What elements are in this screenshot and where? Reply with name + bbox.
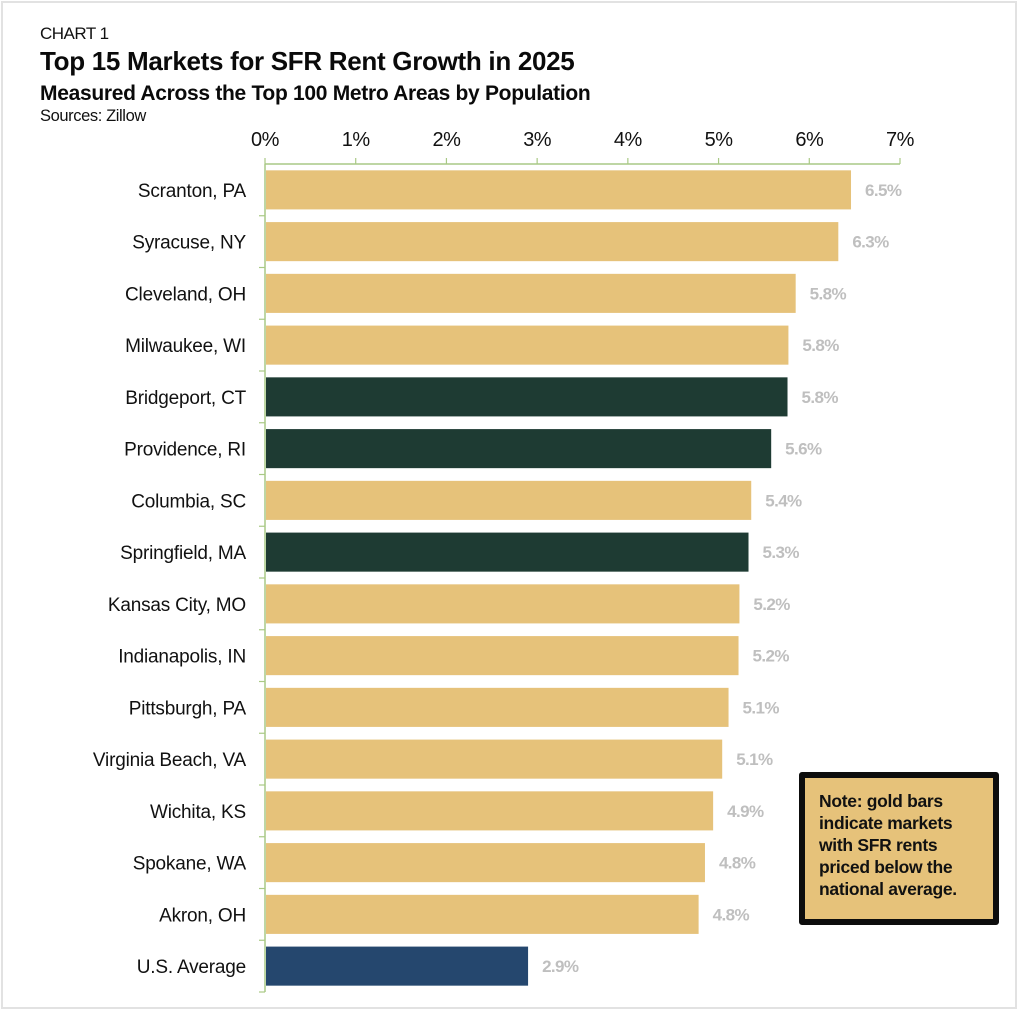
data-label: 4.9% <box>727 802 764 821</box>
category-label: Virginia Beach, VA <box>93 750 247 771</box>
x-tick-label: 3% <box>523 129 552 151</box>
bar <box>266 791 714 831</box>
category-label: Scranton, PA <box>138 181 247 202</box>
note-text: Note: gold bars indicate markets with SF… <box>819 791 957 899</box>
category-label: Wichita, KS <box>150 802 246 823</box>
bar <box>266 325 789 365</box>
bar <box>266 946 529 986</box>
x-tick-label: 7% <box>886 129 915 151</box>
data-label: 5.3% <box>763 543 800 562</box>
data-label: 5.1% <box>743 698 780 717</box>
data-label: 6.5% <box>865 181 902 200</box>
category-label: Bridgeport, CT <box>125 388 246 409</box>
bar <box>266 480 752 520</box>
bar <box>266 636 739 676</box>
note-box: Note: gold bars indicate markets with SF… <box>799 772 999 925</box>
bar <box>266 273 796 313</box>
category-label: Milwaukee, WI <box>125 336 246 357</box>
bar <box>266 429 772 469</box>
bar <box>266 170 852 210</box>
x-tick-label: 0% <box>251 129 280 151</box>
bar <box>266 584 740 624</box>
bar <box>266 843 705 883</box>
data-label: 5.8% <box>802 336 839 355</box>
category-label: Columbia, SC <box>131 491 246 512</box>
bar <box>266 739 723 779</box>
data-label: 5.8% <box>810 284 847 303</box>
chart-number-label: CHART 1 <box>40 24 109 43</box>
chart-title: Top 15 Markets for SFR Rent Growth in 20… <box>40 46 575 76</box>
data-label: 5.4% <box>765 491 802 510</box>
chart-sources: Sources: Zillow <box>40 107 146 125</box>
category-label: Spokane, WA <box>133 854 247 875</box>
data-label: 4.8% <box>713 905 750 924</box>
category-label: Providence, RI <box>124 440 246 461</box>
category-label: Kansas City, MO <box>108 595 246 616</box>
category-label: Akron, OH <box>159 905 246 926</box>
data-label: 5.2% <box>753 647 790 666</box>
category-label: U.S. Average <box>137 957 246 978</box>
data-label: 2.9% <box>542 957 579 976</box>
data-label: 5.1% <box>736 750 773 769</box>
data-label: 6.3% <box>852 233 889 252</box>
x-tick-label: 4% <box>614 129 643 151</box>
x-tick-label: 1% <box>342 129 371 151</box>
data-label: 5.8% <box>802 388 839 407</box>
x-tick-label: 5% <box>705 129 734 151</box>
x-tick-label: 2% <box>432 129 461 151</box>
data-label: 5.2% <box>753 595 790 614</box>
data-label: 4.8% <box>719 854 756 873</box>
category-label: Pittsburgh, PA <box>129 698 247 719</box>
bar <box>266 532 749 572</box>
category-label: Cleveland, OH <box>125 284 246 305</box>
bar <box>266 894 699 934</box>
chart-subtitle: Measured Across the Top 100 Metro Areas … <box>40 82 591 105</box>
bar <box>266 377 788 417</box>
category-label: Springfield, MA <box>120 543 246 564</box>
category-label: Indianapolis, IN <box>118 647 246 668</box>
category-label: Syracuse, NY <box>132 233 246 254</box>
bar <box>266 222 839 262</box>
x-tick-label: 6% <box>795 129 824 151</box>
data-label: 5.6% <box>785 440 822 459</box>
bar <box>266 687 729 727</box>
